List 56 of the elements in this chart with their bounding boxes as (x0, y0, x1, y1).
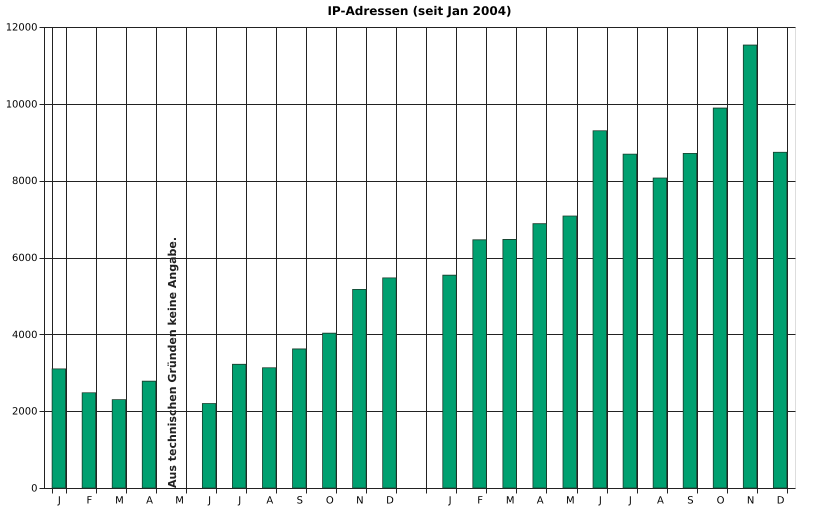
x-tick-label: M (115, 496, 124, 506)
bar (652, 178, 668, 488)
x-tick-label: A (656, 496, 664, 506)
x-tick-label: A (536, 496, 544, 506)
bar (202, 403, 216, 488)
x-tick-label: D (386, 496, 394, 506)
y-tick-label: 0 (31, 484, 38, 494)
bar (52, 368, 66, 488)
bar (322, 332, 337, 488)
bar (352, 288, 367, 488)
x-tick-label: F (86, 496, 93, 506)
x-tick-label: F (477, 496, 484, 506)
bar (232, 364, 246, 488)
bar (112, 399, 126, 488)
bar (382, 277, 397, 488)
x-tick-label: N (356, 496, 364, 506)
x-tick-label: J (207, 496, 212, 506)
bar (292, 348, 306, 488)
annotation: Aus technischen Gründen keine Angabe. (166, 236, 180, 488)
x-tick-label: M (506, 496, 514, 506)
x-tick-label: J (448, 496, 452, 506)
bar (532, 223, 547, 488)
bar (502, 239, 517, 488)
x-tick-label: M (566, 496, 575, 506)
bar (592, 130, 607, 488)
x-tick-label: J (237, 496, 242, 506)
bar (562, 216, 577, 488)
x-tick-label: J (56, 496, 61, 506)
x-tick-label: O (326, 496, 334, 506)
x-tick-label: S (296, 496, 303, 506)
bar (442, 274, 457, 488)
x-tick-label: O (716, 496, 725, 506)
bar (682, 152, 698, 488)
x-tick-label: S (687, 496, 694, 506)
x-tick-label: D (776, 496, 785, 506)
y-tick-label: 6000 (12, 253, 38, 264)
y-tick-label: 12000 (6, 22, 38, 34)
bar (82, 392, 96, 488)
bar (742, 44, 758, 488)
bar (772, 152, 788, 488)
y-tick-label: 2000 (12, 406, 38, 418)
x-tick-label: J (598, 496, 602, 506)
y-tick-label: 8000 (12, 176, 38, 188)
bar (262, 367, 276, 488)
x-tick-label: M (175, 496, 184, 506)
x-tick-label: A (266, 496, 274, 506)
bar (142, 380, 156, 488)
x-tick-label: A (146, 496, 154, 506)
bar (472, 239, 487, 488)
x-tick-label: J (628, 496, 632, 506)
y-tick-label: 10000 (6, 99, 38, 110)
x-tick-label: N (746, 496, 754, 506)
bar (712, 108, 728, 488)
y-tick-label: 4000 (12, 330, 38, 341)
chart-title: IP-Adressen (seit Jan 2004) (327, 4, 512, 18)
bar (622, 154, 638, 488)
